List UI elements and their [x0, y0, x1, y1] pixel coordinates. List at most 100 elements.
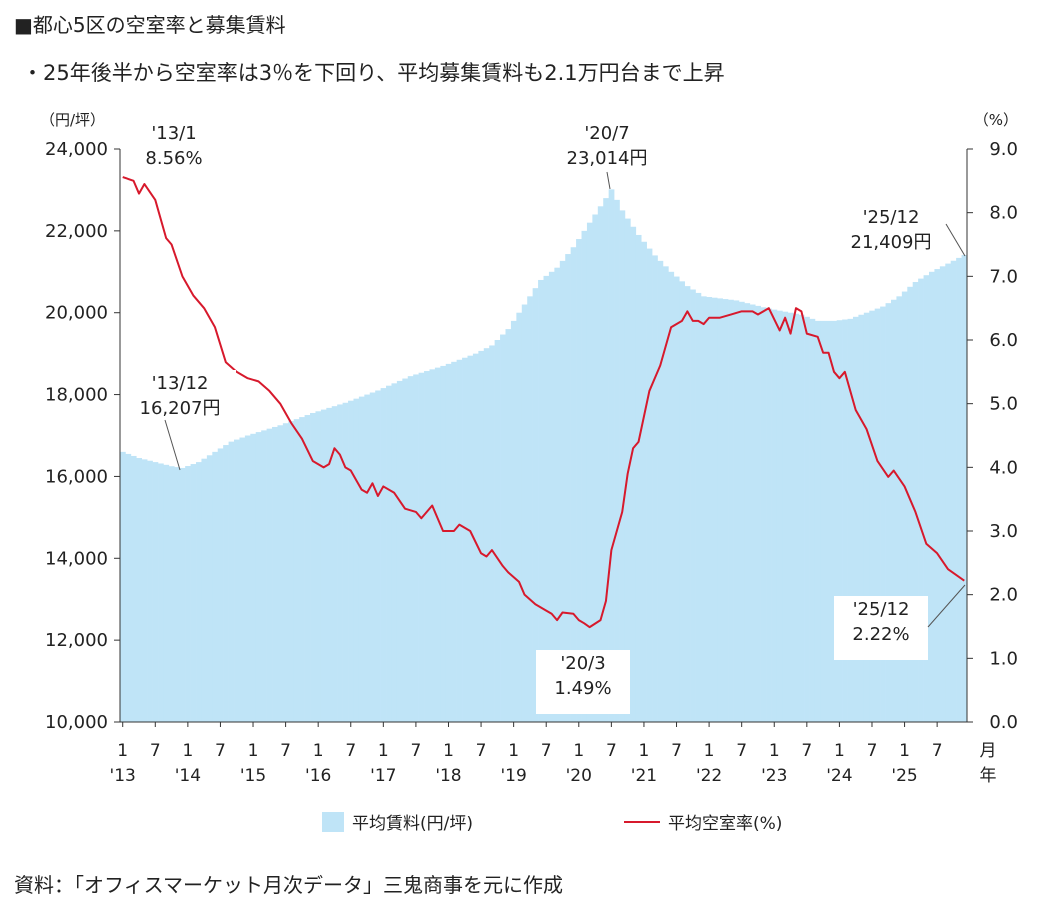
rent-bar — [494, 340, 501, 722]
annotation-leader — [606, 171, 611, 190]
ann-25-12-rent: '25/12 21,409円 — [836, 204, 966, 257]
x-tick-month-label: 1 — [313, 741, 324, 761]
rent-bar — [939, 266, 946, 722]
rent-bar — [885, 303, 892, 722]
rent-bar — [467, 355, 474, 722]
left-tick-label: 20,000 — [45, 303, 108, 324]
rent-bar — [391, 383, 398, 722]
rent-bar — [918, 278, 924, 722]
left-tick-label: 22,000 — [45, 221, 108, 242]
rent-bar — [158, 463, 164, 722]
ann-20-3: '20/3 1.49% — [536, 650, 630, 714]
right-tick-label: 4.0 — [989, 457, 1018, 478]
x-tick-year-label: '17 — [370, 766, 396, 786]
rent-bar — [733, 300, 740, 722]
rent-bar — [353, 398, 360, 722]
annotation-box — [836, 204, 946, 256]
x-tick-month-label: 7 — [410, 741, 421, 761]
rent-bar — [277, 425, 284, 722]
rent-bar — [532, 288, 539, 722]
rent-bar — [760, 307, 767, 722]
rent-bar — [814, 320, 821, 722]
rent-bar — [185, 466, 191, 722]
rent-bar — [565, 254, 571, 723]
annotation-box — [834, 596, 928, 660]
annotation-text: '25/12 — [863, 207, 920, 228]
rent-bar — [755, 305, 761, 722]
rent-bar — [842, 319, 848, 722]
right-tick-label: 0.0 — [989, 712, 1018, 733]
x-tick-year-label: '24 — [826, 766, 852, 786]
rent-bar — [413, 374, 419, 722]
rent-bar — [462, 357, 468, 722]
rent-bar — [250, 433, 257, 722]
rent-bar — [223, 445, 229, 722]
annotation-text: '13/1 — [151, 123, 196, 144]
rent-bar — [516, 312, 523, 722]
rent-bar — [619, 210, 626, 722]
rent-bar — [728, 299, 734, 722]
rent-bar — [163, 464, 170, 722]
rent-bar — [478, 350, 485, 722]
x-tick-year-label: '13 — [110, 766, 136, 786]
rent-bar — [863, 312, 870, 722]
annotation-text: 23,014円 — [567, 148, 648, 169]
rent-bar — [738, 301, 745, 722]
rent-bar — [152, 462, 159, 722]
x-tick-month-label: 7 — [736, 741, 747, 761]
rent-bar — [451, 361, 457, 722]
rent-bar — [282, 423, 289, 722]
x-tick-year-label: '18 — [435, 766, 461, 786]
annotation-text: 21,409円 — [851, 232, 932, 253]
right-tick-label: 3.0 — [989, 521, 1018, 542]
rent-bar — [809, 318, 816, 722]
rent-bar — [136, 458, 143, 722]
rent-bar — [912, 282, 919, 722]
x-tick-month-label: 1 — [834, 741, 845, 761]
x-tick-month-label: 7 — [932, 741, 943, 761]
x-tick-month-label: 1 — [248, 741, 259, 761]
rent-bar — [592, 214, 599, 723]
rent-bar — [641, 241, 647, 722]
rent-bar — [380, 388, 387, 722]
rent-bar — [234, 439, 240, 722]
rent-bar — [261, 430, 267, 722]
rent-bar — [858, 314, 865, 722]
ann-20-7: '20/7 23,014円 — [556, 120, 658, 190]
annotation-text: 16,207円 — [140, 398, 221, 419]
rent-bar — [424, 371, 430, 722]
rent-bar — [825, 320, 832, 722]
rent-bar — [168, 466, 175, 722]
x-tick-month-label: 7 — [345, 741, 356, 761]
rent-bar — [820, 320, 827, 722]
annotation-text: 2.22% — [852, 624, 909, 645]
x-tick-year-label: '21 — [631, 766, 657, 786]
rent-bar — [445, 363, 452, 723]
rent-bar — [212, 451, 219, 722]
x-tick-month-label: 7 — [541, 741, 552, 761]
rent-bar — [646, 248, 653, 722]
x-tick-year-label: '19 — [500, 766, 526, 786]
rent-bar — [326, 407, 333, 722]
left-tick-label: 18,000 — [45, 385, 108, 406]
x-tick-year-label: '16 — [305, 766, 331, 786]
rent-bar — [348, 400, 354, 722]
annotation-text: 8.56% — [145, 148, 202, 169]
rent-bar — [201, 458, 208, 722]
rent-bar — [907, 286, 914, 722]
rent-bar — [928, 271, 935, 722]
x-tick-year-label: '14 — [175, 766, 201, 786]
x-tick-year-label: '23 — [761, 766, 787, 786]
rent-bar — [831, 320, 837, 722]
x-tick-month-label: 7 — [671, 741, 682, 761]
vacancy-line — [122, 176, 965, 629]
rent-bar — [804, 316, 810, 722]
rent-bar — [510, 320, 517, 722]
legend-vacancy-label: 平均空室率(%) — [668, 814, 782, 834]
rent-bar — [554, 267, 561, 722]
left-tick-label: 10,000 — [45, 712, 108, 733]
rent-bar — [836, 320, 843, 722]
right-tick-label: 7.0 — [989, 266, 1018, 287]
rent-bar — [402, 378, 409, 722]
x-tick-month-label: 1 — [117, 741, 128, 761]
